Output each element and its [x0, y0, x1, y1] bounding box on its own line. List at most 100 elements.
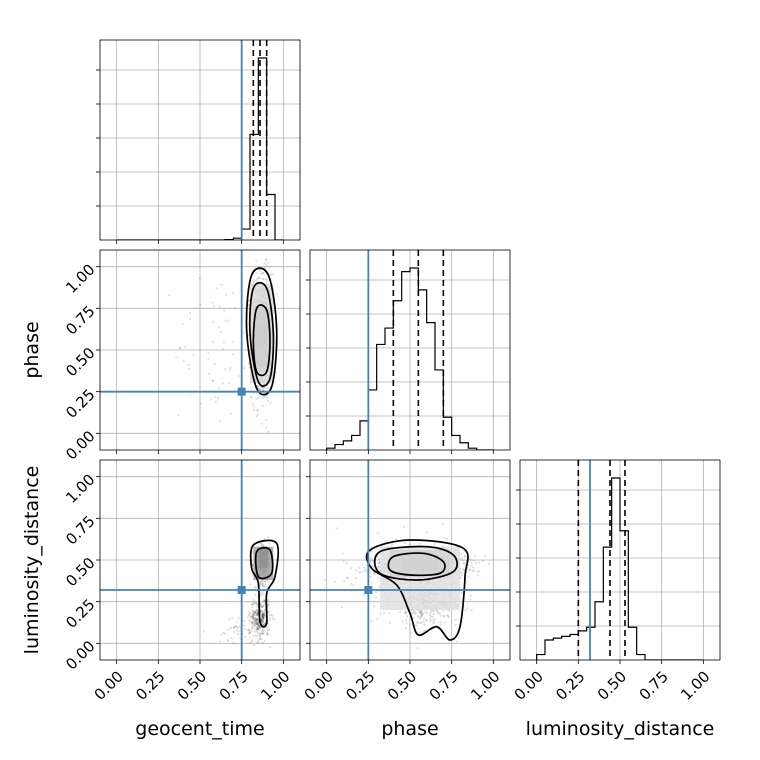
- sample-point: [259, 604, 262, 608]
- sample-point: [237, 617, 240, 620]
- sample-point: [258, 626, 262, 629]
- sample-point: [257, 396, 260, 400]
- sample-point: [211, 341, 214, 344]
- x-tick-label: 0.25: [552, 668, 588, 704]
- sample-point: [252, 598, 255, 602]
- sample-point: [429, 617, 432, 621]
- x-axis-label-phase: phase: [381, 718, 438, 740]
- sample-point: [269, 646, 272, 649]
- sample-point: [271, 272, 274, 275]
- pair-panel-geocent_time-vs-phase: 0.00 0.25 0.50 0.75 1.00: [62, 249, 301, 463]
- sample-point: [256, 623, 260, 626]
- sample-point: [263, 583, 267, 586]
- sample-point: [261, 613, 264, 616]
- sample-point: [187, 367, 191, 371]
- sample-point: [418, 611, 421, 614]
- panel-content: [536, 460, 704, 660]
- sample-point: [255, 622, 258, 625]
- sample-point: [251, 402, 254, 405]
- sample-point: [342, 560, 345, 563]
- sample-point: [247, 304, 251, 307]
- sample-point: [229, 366, 232, 370]
- sample-point: [252, 616, 255, 619]
- sample-point: [261, 620, 264, 623]
- sample-point: [468, 569, 471, 572]
- sample-point: [256, 626, 259, 629]
- sample-point: [259, 592, 263, 595]
- sample-point: [258, 624, 261, 628]
- sample-point: [220, 283, 223, 286]
- sample-point: [446, 614, 449, 617]
- sample-point: [178, 346, 181, 350]
- sample-point: [422, 630, 425, 633]
- truth-marker: [237, 387, 246, 396]
- sample-point: [460, 557, 463, 560]
- sample-point: [262, 604, 265, 607]
- sample-point: [420, 615, 423, 619]
- grid: [310, 250, 510, 450]
- sample-point: [404, 612, 408, 615]
- sample-point: [262, 544, 265, 547]
- sample-point: [266, 633, 269, 637]
- sample-point: [419, 542, 422, 545]
- sample-point: [233, 626, 236, 629]
- sample-point: [438, 612, 441, 615]
- sample-point: [261, 619, 265, 623]
- sample-point: [405, 610, 408, 613]
- sample-point: [247, 299, 250, 302]
- sample-point: [189, 317, 192, 321]
- sample-point: [207, 352, 210, 355]
- sample-point: [198, 277, 201, 280]
- sample-point: [376, 576, 380, 579]
- sample-point: [255, 619, 259, 622]
- sample-point: [263, 608, 267, 612]
- panel-frame: [309, 249, 511, 451]
- sample-point: [354, 576, 357, 580]
- sample-point: [271, 617, 274, 620]
- sample-point: [256, 613, 259, 616]
- sample-point: [222, 348, 225, 351]
- sample-point: [266, 628, 269, 631]
- sample-point: [256, 611, 259, 614]
- sample-point: [468, 568, 471, 571]
- sample-point: [253, 630, 256, 633]
- sample-point: [261, 584, 264, 587]
- sample-point: [425, 619, 428, 622]
- panel-frame: [519, 459, 721, 661]
- sample-point: [261, 614, 264, 617]
- sample-point: [213, 363, 217, 366]
- sample-point: [255, 613, 259, 616]
- sample-point: [207, 358, 210, 361]
- sample-point: [262, 627, 265, 630]
- sample-point: [189, 393, 192, 396]
- x-tick-label: 0.00: [91, 668, 127, 704]
- sample-point: [252, 634, 255, 637]
- y-axis-label-luminosity_distance: luminosity_distance: [21, 466, 43, 655]
- sample-point: [221, 381, 224, 385]
- sample-point: [259, 634, 262, 637]
- sample-point: [262, 611, 266, 615]
- sample-point: [476, 573, 479, 577]
- sample-point: [252, 615, 255, 618]
- sample-point: [187, 363, 190, 367]
- x-tick-label: 0.50: [384, 668, 420, 704]
- sample-point: [259, 583, 262, 586]
- sample-point: [255, 612, 258, 616]
- sample-point: [253, 627, 256, 630]
- sample-point: [223, 309, 226, 312]
- sample-point: [447, 609, 450, 612]
- x-tick-label: 0.75: [636, 668, 672, 704]
- sample-point: [243, 624, 246, 627]
- sample-point: [253, 643, 256, 646]
- sample-point: [255, 618, 258, 622]
- x-tick-label: 0.50: [174, 668, 210, 704]
- sample-point: [219, 331, 222, 334]
- sample-point: [247, 632, 250, 635]
- sample-point: [254, 620, 257, 623]
- sample-point: [177, 414, 180, 417]
- sample-point: [265, 281, 268, 284]
- sample-point: [411, 612, 414, 615]
- sample-point: [255, 609, 258, 612]
- sample-point: [358, 566, 361, 570]
- sample-point: [267, 266, 271, 269]
